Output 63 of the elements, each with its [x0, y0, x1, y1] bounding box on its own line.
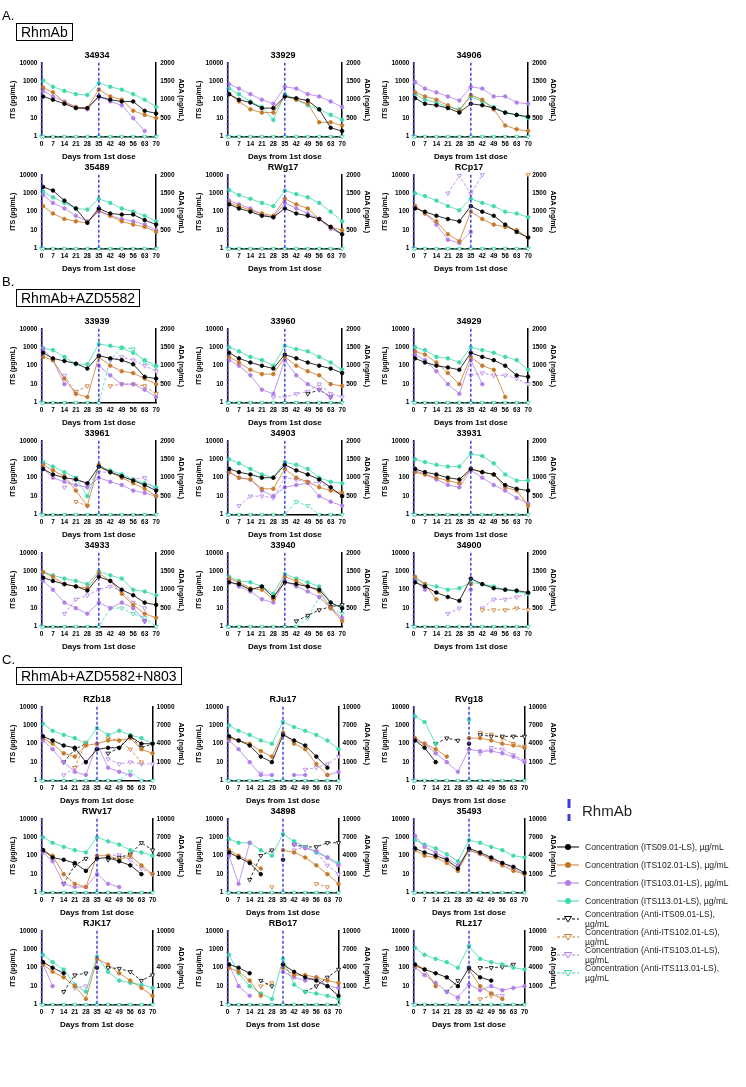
x-axis-title: Days from 1st dose — [246, 796, 321, 806]
x-axis-title: Days from 1st dose — [60, 796, 135, 806]
chart-subtitle: RhmAb+AZD5582+N803 — [16, 667, 182, 685]
chart-subtitle: RhmAb — [16, 23, 73, 41]
chart-title: 34933 — [84, 539, 110, 550]
x-axis-title: Days from 1st dose — [246, 908, 321, 918]
x-axis-title: Days from 1st dose — [433, 530, 509, 540]
x-axis-title: Days from 1st dose — [432, 796, 507, 806]
x-axis-title: Days from 1st dose — [432, 1020, 507, 1030]
legend-label: RhmAb — [582, 801, 633, 819]
legend-label: Concentration (ITS102.01-LS), µg/mL — [585, 860, 729, 870]
x-axis-title: Days from 1st dose — [247, 418, 323, 428]
legend-label: Concentration (Anti-ITS113.01-LS), µg/mL — [585, 963, 721, 983]
chart-title: 33929 — [270, 49, 296, 60]
x-axis-title: Days from 1st dose — [433, 264, 509, 274]
x-axis-title: Days from 1st dose — [61, 418, 137, 428]
legend-label: Concentration (ITS103.01-LS), µg/mL — [585, 878, 729, 888]
chart-title: RJu17 — [269, 693, 297, 704]
x-axis-title: Days from 1st dose — [433, 152, 509, 162]
x-axis-title: Days from 1st dose — [61, 264, 137, 274]
legend-label: Concentration (Anti-ITS103.01-LS), µg/mL — [585, 945, 720, 965]
chart-title: 33961 — [84, 427, 110, 438]
x-axis-title: Days from 1st dose — [247, 530, 323, 540]
chart-title: RZb18 — [83, 693, 111, 704]
chart-title: 34934 — [84, 49, 110, 60]
chart-title: RLz17 — [455, 917, 483, 928]
text: B. — [2, 274, 15, 289]
chart-title: 34929 — [456, 315, 482, 326]
x-axis-title: Days from 1st dose — [433, 418, 509, 428]
legend-label: Concentration (ITS113.01-LS), µg/mL — [585, 896, 728, 906]
chart-title: RBo17 — [268, 917, 298, 928]
x-axis-title: Days from 1st dose — [247, 264, 323, 274]
text: A. — [2, 8, 15, 23]
x-axis-title: Days from 1st dose — [247, 642, 323, 652]
legend-label: Concentration (ITS09.01-LS), µg/mL — [585, 842, 724, 852]
x-axis-title: Days from 1st dose — [60, 1020, 135, 1030]
chart-title: 33940 — [270, 539, 296, 550]
legend-label: Concentration (Anti-ITS09.01-LS), µg/mL — [585, 909, 715, 929]
chart-title: RWv17 — [82, 805, 112, 816]
x-axis-title: Days from 1st dose — [60, 908, 135, 918]
x-axis-title: Days from 1st dose — [61, 152, 137, 162]
chart-title: 33960 — [270, 315, 296, 326]
chart-title: 33939 — [84, 315, 110, 326]
text: C. — [2, 652, 15, 667]
chart-title: RCp17 — [454, 161, 484, 172]
x-axis-title: Days from 1st dose — [432, 908, 507, 918]
x-axis-title: Days from 1st dose — [433, 642, 509, 652]
chart-title: 35489 — [84, 161, 110, 172]
chart-title: RVg18 — [455, 693, 483, 704]
x-axis-title: Days from 1st dose — [61, 530, 137, 540]
x-axis-title: Days from 1st dose — [61, 642, 137, 652]
chart-title: 34898 — [270, 805, 296, 816]
x-axis-title: Days from 1st dose — [247, 152, 323, 162]
chart-title: 33931 — [456, 427, 482, 438]
chart-title: RJK17 — [82, 917, 112, 928]
chart-title: 34903 — [270, 427, 296, 438]
chart-title: 34906 — [456, 49, 482, 60]
legend-label: Concentration (Anti-ITS102.01-LS), µg/mL — [585, 927, 720, 947]
chart-subtitle: RhmAb+AZD5582 — [16, 289, 141, 307]
chart-title: 34900 — [456, 539, 482, 550]
chart-title: 35493 — [456, 805, 482, 816]
x-axis-title: Days from 1st dose — [246, 1020, 321, 1030]
chart-title: RWg17 — [267, 161, 299, 172]
